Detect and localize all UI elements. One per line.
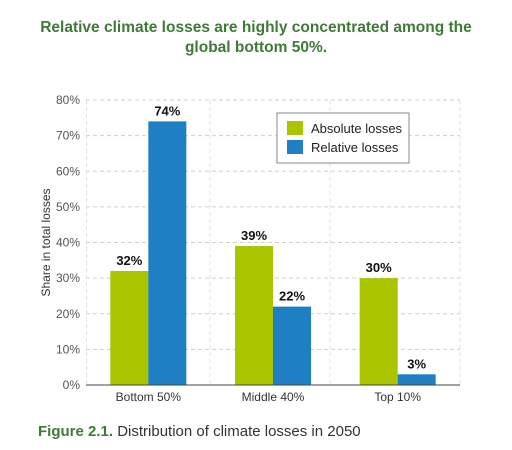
chart-title: Relative climate losses are highly conce… bbox=[40, 19, 472, 56]
bar-relative bbox=[148, 121, 187, 385]
y-tick-label: 40% bbox=[56, 236, 80, 250]
figure-caption-text: Distribution of climate losses in 2050 bbox=[113, 423, 361, 440]
data-label: 39% bbox=[241, 228, 267, 243]
y-tick-label: 10% bbox=[56, 342, 80, 356]
x-axis: Bottom 50% Middle 40% Top 10% bbox=[86, 384, 460, 404]
y-tick-label: 70% bbox=[56, 129, 80, 143]
legend-swatch bbox=[287, 140, 303, 154]
x-tick-label: Top 10% bbox=[374, 390, 421, 404]
bar-absolute bbox=[359, 278, 398, 385]
y-tick-label: 30% bbox=[56, 271, 80, 285]
x-tick-label: Bottom 50% bbox=[116, 390, 182, 404]
legend-label: Relative losses bbox=[311, 140, 399, 155]
data-label: 74% bbox=[154, 103, 180, 118]
data-label: 22% bbox=[279, 289, 305, 304]
y-axis-label: Share in total losses bbox=[39, 188, 53, 296]
y-tick-label: 20% bbox=[56, 307, 80, 321]
data-label: 32% bbox=[116, 253, 142, 268]
y-axis: 0% 10% 20% 30% 40% 50% 60% 70% 80% Share in total… bbox=[39, 93, 80, 392]
y-tick-label: 50% bbox=[56, 200, 80, 214]
data-label: 30% bbox=[366, 260, 392, 275]
bar-chart: 0% 10% 20% 30% 40% 50% 60% 70% 80% Share in total… bbox=[39, 93, 461, 404]
x-tick-label: Middle 40% bbox=[242, 390, 305, 404]
bars: 32% 74% 39% 22% 30% 3% bbox=[110, 103, 436, 385]
bar-relative bbox=[273, 306, 311, 385]
y-tick-label: 60% bbox=[56, 164, 80, 178]
figure-caption: Figure 2.1. Distribution of climate loss… bbox=[38, 423, 361, 440]
legend-swatch bbox=[287, 121, 303, 135]
data-label: 3% bbox=[407, 356, 426, 371]
figure-number: Figure 2.1. bbox=[38, 423, 114, 440]
y-tick-label: 80% bbox=[56, 93, 80, 107]
bar-absolute bbox=[110, 271, 149, 385]
bar-relative bbox=[397, 374, 436, 385]
legend-label: Absolute losses bbox=[311, 121, 403, 136]
bar-absolute bbox=[235, 246, 273, 385]
legend: Absolute losses Relative losses bbox=[276, 112, 410, 164]
y-tick-label: 0% bbox=[63, 378, 81, 392]
